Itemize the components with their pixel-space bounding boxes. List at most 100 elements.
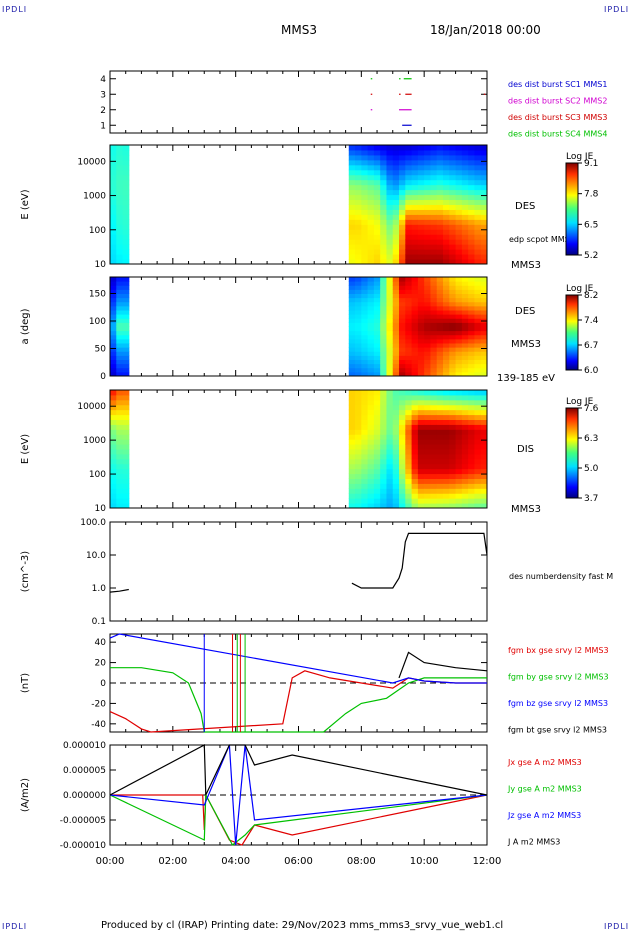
spectrogram-cell	[417, 394, 425, 401]
spectrogram-cell	[110, 297, 117, 303]
spectrogram-cell	[436, 289, 444, 294]
spectrogram-cell	[116, 219, 124, 225]
spectrogram-cell	[436, 394, 444, 401]
spectrogram-cell	[443, 488, 450, 494]
spectrogram-cell	[122, 219, 130, 225]
spectrogram-cell	[386, 229, 394, 235]
spectrogram-cell	[480, 343, 488, 348]
spectrogram-cell	[116, 444, 124, 450]
spectrogram-cell	[417, 468, 425, 475]
spectrogram-cell	[399, 234, 406, 240]
spectrogram-cell	[443, 194, 450, 201]
spectrogram-cell	[367, 338, 375, 344]
spectrogram-cell	[480, 468, 488, 475]
spectrogram-cell	[355, 473, 362, 479]
spectrogram-cell	[449, 394, 457, 401]
spectrogram-cell	[430, 239, 438, 245]
spectrogram-cell	[449, 314, 457, 319]
spectrogram-cell	[443, 154, 450, 161]
spectrogram-cell	[449, 453, 457, 460]
spectrogram-cell	[436, 277, 444, 282]
spectrogram-cell	[449, 199, 457, 205]
spectrogram-cell	[468, 214, 475, 220]
spectrogram-cell	[449, 468, 457, 475]
spectrogram-cell	[443, 293, 450, 299]
spectrogram-cell	[436, 371, 444, 377]
y-tick-label: 0.000000	[63, 791, 106, 801]
spectrogram-cell	[373, 199, 381, 205]
spectrogram-cell	[417, 314, 425, 319]
spectrogram-cell	[399, 488, 406, 494]
spectrogram-cell	[480, 371, 488, 377]
spectrogram-cell	[474, 449, 482, 455]
spectrogram-cell	[380, 399, 387, 406]
spectrogram-cell	[399, 159, 406, 166]
spectrogram-cell	[373, 179, 381, 186]
spectrogram-cell	[405, 355, 413, 360]
spectrogram-cell	[355, 326, 362, 332]
spectrogram-cell	[367, 249, 375, 255]
spectrogram-cell	[373, 334, 381, 340]
spectrogram-cell	[110, 305, 117, 311]
y-tick-label: 10	[95, 504, 107, 514]
spectrogram-cell	[443, 289, 450, 294]
panel-spacecraft: MMS3	[511, 260, 541, 271]
spectrogram-cell	[367, 289, 375, 294]
spectrogram-cell	[461, 409, 469, 416]
spectrogram-cell	[424, 409, 431, 416]
spectrogram-cell	[361, 390, 369, 396]
spectrogram-cell	[474, 355, 482, 360]
spectrogram-cell	[116, 478, 124, 484]
spectrogram-cell	[480, 184, 488, 191]
spectrogram-cell	[380, 244, 387, 250]
spectrogram-cell	[480, 503, 488, 509]
spectrogram-cell	[430, 214, 438, 220]
spectrogram-cell	[373, 347, 381, 352]
y-tick-label: 0.000005	[63, 766, 106, 776]
spectrogram-cell	[436, 169, 444, 176]
spectrogram-cell	[468, 483, 475, 489]
spectrogram-cell	[392, 189, 400, 196]
spectrogram-cell	[361, 363, 369, 369]
spectrogram-cell	[455, 164, 463, 171]
spectrogram-cell	[386, 483, 394, 489]
spectrogram-cell	[116, 326, 124, 332]
spectrogram-cell	[455, 488, 463, 494]
spectrogram-cell	[122, 209, 130, 215]
spectrogram-cell	[380, 322, 387, 327]
spectrogram-cell	[468, 334, 475, 340]
spectrogram-cell	[449, 310, 457, 315]
spectrogram-cell	[380, 154, 387, 161]
spectrogram-cell	[449, 164, 457, 171]
y-axis-label: E (eV)	[20, 434, 31, 464]
spectrogram-cell	[110, 371, 117, 377]
spectrogram-cell	[355, 468, 362, 475]
spectrogram-cell	[455, 179, 463, 186]
spectrogram-cell	[424, 330, 431, 336]
spectrogram-cell	[436, 194, 444, 201]
spectrogram-cell	[361, 343, 369, 348]
spectrogram-cell	[417, 293, 425, 299]
spectrogram-cell	[443, 204, 450, 210]
spectrogram-cell	[468, 310, 475, 315]
spectrogram-cell	[449, 458, 457, 465]
spectrogram-cell	[449, 367, 457, 373]
spectrogram-cell	[449, 363, 457, 369]
spectrogram-cell	[380, 314, 387, 319]
panel-sublabel: edp scpot MMS3	[509, 235, 575, 244]
spectrogram-cell	[461, 194, 469, 201]
spectrogram-cell	[348, 293, 356, 299]
spectrogram-cell	[116, 234, 124, 240]
spectrogram-cell	[110, 310, 117, 315]
spectrogram-cell	[355, 424, 362, 430]
spectrogram-cell	[461, 154, 469, 161]
spectrogram-cell	[116, 310, 124, 315]
spectrogram-cell	[417, 214, 425, 220]
spectrogram-cell	[122, 224, 130, 230]
spectrogram-cell	[411, 301, 419, 307]
spectrogram-cell	[348, 414, 356, 420]
spectrogram-cell	[461, 439, 469, 445]
spectrogram-cell	[424, 314, 431, 319]
spectrogram-cell	[424, 289, 431, 294]
spectrogram-cell	[361, 224, 369, 230]
